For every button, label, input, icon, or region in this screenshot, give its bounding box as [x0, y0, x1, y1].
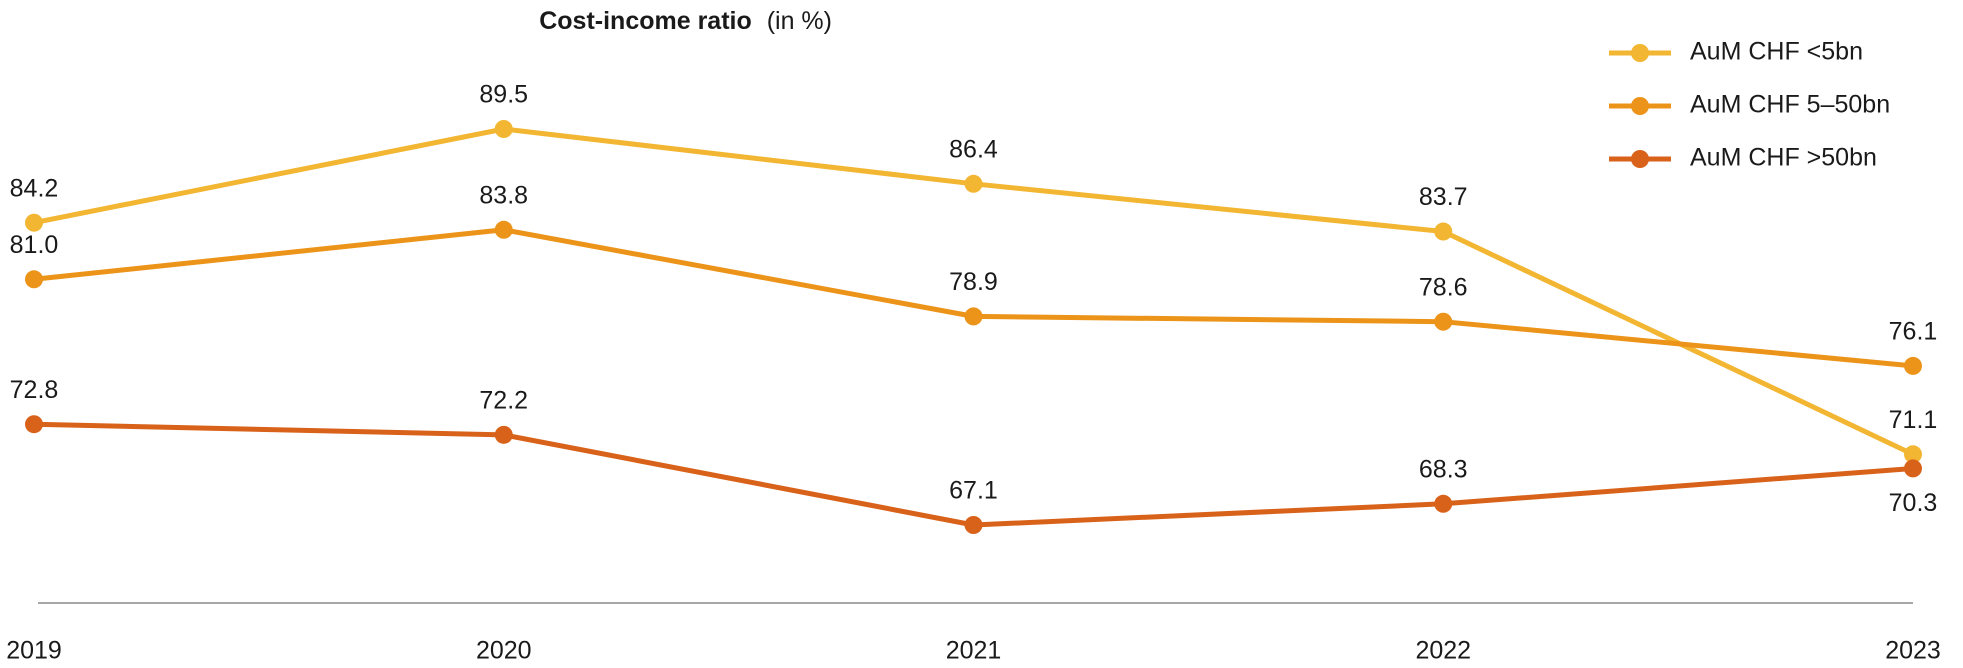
legend-marker [1631, 150, 1649, 168]
legend-label: AuM CHF >50bn [1690, 144, 1877, 172]
data-label: 76.1 [1889, 318, 1938, 346]
legend-label: AuM CHF 5–50bn [1690, 91, 1890, 119]
data-point [964, 307, 983, 326]
data-label: 84.2 [10, 174, 59, 202]
x-tick-label: 2020 [476, 637, 532, 665]
subtitle: (in %) [767, 7, 832, 35]
data-point [1434, 312, 1453, 331]
data-label: 67.1 [949, 477, 998, 505]
data-point [25, 415, 43, 434]
x-tick-label: 2019 [6, 637, 62, 665]
legend-label: AuM CHF <5bn [1690, 38, 1863, 66]
data-point [964, 174, 983, 193]
chart-title: Cost-income ratio (in %) [539, 7, 832, 35]
series-line [33, 227, 1914, 369]
data-point [494, 220, 513, 239]
data-label: 89.5 [479, 81, 528, 109]
data-point [1434, 494, 1453, 513]
data-point [1434, 222, 1453, 241]
data-label: 78.6 [1419, 273, 1468, 301]
title: Cost-income ratio [539, 7, 752, 35]
data-label: 83.8 [479, 181, 528, 209]
data-point [964, 516, 983, 534]
x-tick-label: 2023 [1885, 637, 1941, 665]
legend-marker [1631, 97, 1649, 115]
data-label: 86.4 [949, 135, 998, 163]
data-label: 68.3 [1419, 455, 1468, 483]
series-line [33, 421, 1914, 528]
data-label: 71.1 [1889, 406, 1938, 434]
data-point [1904, 445, 1922, 464]
data-label: 70.3 [1889, 489, 1938, 517]
data-label: 81.0 [10, 231, 59, 259]
data-point [1904, 356, 1922, 375]
data-label: 72.2 [479, 386, 528, 414]
data-point [25, 270, 43, 289]
data-label: 83.7 [1419, 183, 1468, 211]
legend-marker [1631, 44, 1649, 62]
data-point [1904, 459, 1922, 478]
data-label: 72.8 [10, 376, 59, 404]
data-point [494, 425, 513, 444]
x-tick-label: 2021 [946, 637, 1002, 665]
data-label: 78.9 [949, 268, 998, 296]
data-point [25, 213, 43, 232]
x-tick-label: 2022 [1415, 637, 1471, 665]
data-point [494, 120, 513, 138]
